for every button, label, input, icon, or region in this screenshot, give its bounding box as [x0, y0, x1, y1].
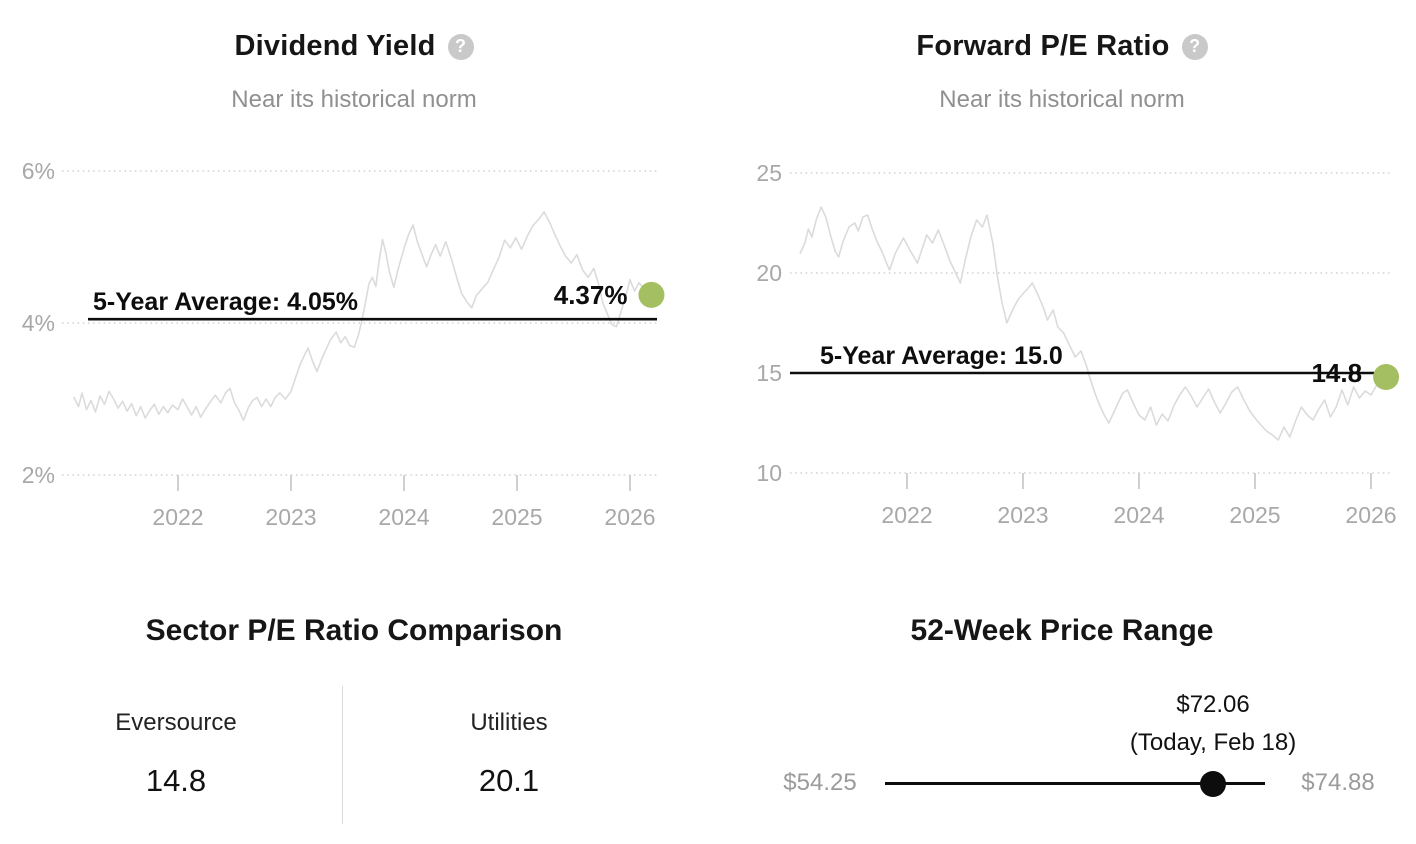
x-axis-label: 2026 — [1345, 502, 1396, 528]
y-axis-label: 6% — [22, 158, 55, 184]
dividend-yield-chart: 6% 4% 2% 2022 2023 2024 2025 2026 5-Year Average… — [22, 158, 665, 530]
x-axis-label: 2024 — [378, 504, 429, 530]
help-icon[interactable]: ? — [1181, 33, 1208, 60]
series-line — [799, 206, 1387, 441]
current-price-dot — [1200, 771, 1227, 797]
price-range-track — [885, 782, 1265, 785]
average-label: 5-Year Average: 15.0 — [820, 342, 1063, 370]
high-price-label: $74.88 — [1301, 769, 1375, 796]
current-value-dot — [638, 281, 665, 308]
y-axis-label: 25 — [756, 160, 782, 186]
series-line — [73, 211, 653, 422]
dividend-yield-title: Dividend Yield — [234, 30, 436, 62]
y-axis-label: 15 — [756, 360, 782, 386]
forward-pe-title: Forward P/E Ratio — [916, 30, 1170, 62]
x-axis-label: 2023 — [265, 504, 316, 530]
utilities-pe-value: 20.1 — [478, 763, 540, 798]
forward-pe-panel: Forward P/E Ratio ? Near its historical … — [708, 0, 1416, 560]
dividend-yield-header: Dividend Yield ? — [0, 30, 708, 63]
x-axis-label: 2026 — [604, 504, 655, 530]
utilities-label: Utilities — [470, 709, 548, 736]
y-axis-label: 4% — [22, 310, 55, 336]
x-axis-label: 2025 — [1229, 502, 1280, 528]
average-label: 5-Year Average: 4.05% — [93, 288, 358, 316]
dividend-yield-panel: Dividend Yield ? Near its historical nor… — [0, 0, 708, 560]
current-price-date-label: (Today, Feb 18) — [1129, 729, 1297, 756]
current-price-label: $72.06 — [1176, 691, 1250, 718]
vertical-divider — [342, 686, 343, 824]
y-axis-label: 20 — [756, 260, 782, 286]
forward-pe-header: Forward P/E Ratio ? — [708, 30, 1416, 63]
sector-pe-comparison-panel: Sector P/E Ratio Comparison Eversource 1… — [0, 590, 708, 844]
y-axis-label: 10 — [756, 460, 782, 486]
dividend-yield-subtitle: Near its historical norm — [231, 86, 477, 113]
current-value-label: 4.37% — [554, 280, 628, 310]
forward-pe-chart: 25 20 15 10 2022 2023 2024 2025 2026 5-Year Avera… — [756, 160, 1400, 528]
sector-comparison-title: Sector P/E Ratio Comparison — [145, 614, 563, 647]
forward-pe-subtitle: Near its historical norm — [939, 86, 1185, 113]
x-axis-label: 2022 — [152, 504, 203, 530]
eversource-label: Eversource — [115, 709, 237, 736]
help-icon[interactable]: ? — [447, 33, 474, 60]
current-value-dot — [1373, 364, 1400, 390]
current-value-label: 14.8 — [1311, 358, 1362, 388]
y-axis-label: 2% — [22, 462, 55, 488]
low-price-label: $54.25 — [783, 769, 857, 796]
x-axis-label: 2024 — [1113, 502, 1164, 528]
eversource-pe-value: 14.8 — [145, 763, 207, 798]
x-axis-label: 2023 — [997, 502, 1048, 528]
price-range-panel: 52-Week Price Range $72.06 (Today, Feb 1… — [708, 590, 1416, 844]
x-axis-label: 2025 — [491, 504, 542, 530]
price-range-title: 52-Week Price Range — [910, 614, 1214, 647]
x-axis-label: 2022 — [881, 502, 932, 528]
